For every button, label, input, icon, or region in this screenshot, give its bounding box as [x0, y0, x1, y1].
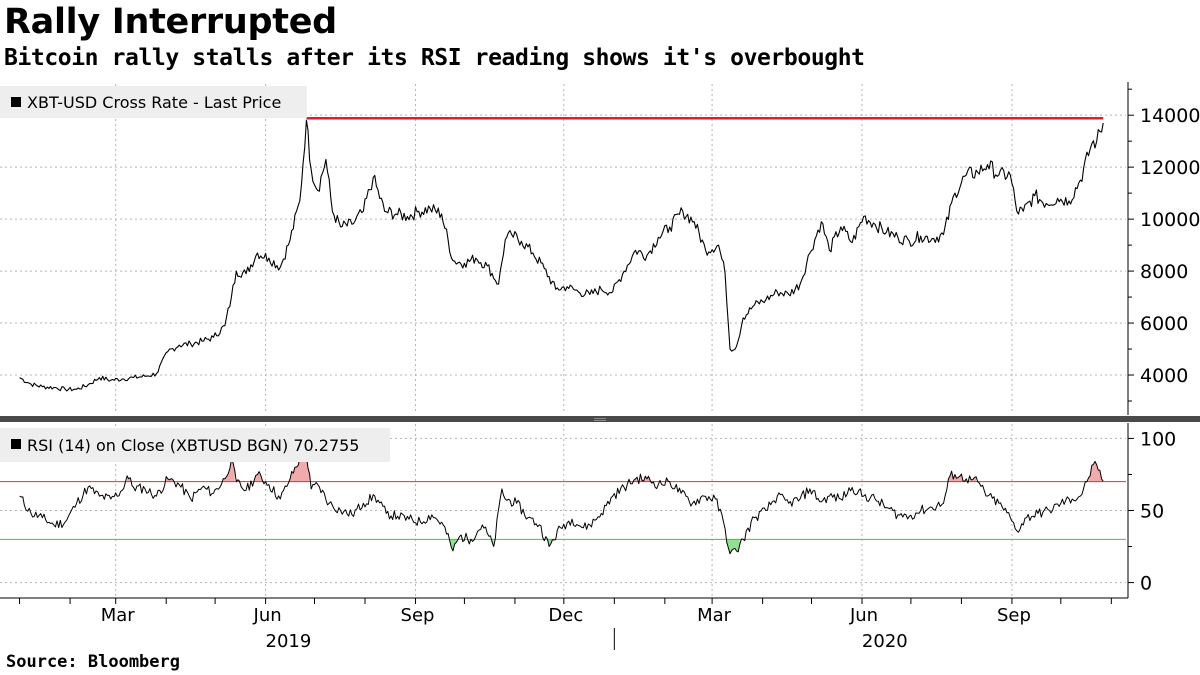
rsi-legend-swatch: [11, 439, 21, 449]
x-tick-label: Mar: [697, 605, 732, 626]
price-y-ticks: 4000 6000 8000 10000 12000 14000: [1128, 88, 1200, 402]
rsi-y-tick-label: 50: [1140, 501, 1164, 523]
x-year-labels: 2019 2020: [266, 631, 908, 652]
price-legend-swatch: [11, 97, 21, 107]
price-legend-label: XBT-USD Cross Rate - Last Price: [27, 93, 281, 112]
price-series-line: [19, 119, 1104, 392]
x-tick-label: Jun: [253, 605, 282, 626]
x-axis: Mar Jun Sep Dec Mar Jun Sep 2019 2020: [0, 597, 1128, 652]
rsi-legend: RSI (14) on Close (XBTUSD BGN) 70.2755: [0, 428, 390, 462]
overbought-fill: [223, 460, 235, 482]
overbought-fill: [254, 471, 263, 482]
rsi-y-tick-label: 0: [1140, 573, 1152, 595]
rsi-panel: 0 50 100 RSI (14) on Close (XBTUSD BGN) 70…: [0, 423, 1176, 598]
price-legend: XBT-USD Cross Rate - Last Price: [0, 86, 307, 118]
price-gridlines: [0, 84, 1126, 414]
price-legend-box: [0, 86, 307, 118]
overbought-fill: [1088, 461, 1104, 482]
rsi-y-tick-label: 100: [1140, 428, 1176, 450]
rsi-series-line: [19, 454, 1104, 555]
x-tick-labels: Mar Jun Sep Dec Mar Jun Sep: [101, 605, 1031, 626]
overbought-fill: [166, 476, 173, 482]
rsi-legend-box: [0, 428, 390, 462]
x-tick-label: Dec: [548, 605, 583, 626]
x-minor-ticks: [19, 598, 1112, 604]
price-y-tick-label: 8000: [1140, 261, 1188, 283]
price-y-tick-label: 12000: [1140, 157, 1200, 179]
price-panel: 4000 6000 8000 10000 12000 14000 XBT-USD Cros…: [0, 82, 1200, 415]
divider-grip-top: [594, 418, 606, 419]
x-tick-label: Sep: [401, 605, 435, 626]
x-year-label: 2019: [266, 631, 312, 652]
x-tick-label: Jun: [849, 605, 878, 626]
price-y-tick-label: 4000: [1140, 365, 1188, 387]
price-y-tick-label: 6000: [1140, 313, 1188, 335]
x-year-label: 2020: [862, 631, 908, 652]
oversold-fill: [547, 539, 556, 547]
x-tick-label: Sep: [997, 605, 1031, 626]
divider-grip-bottom: [594, 420, 606, 421]
price-y-tick-label: 14000: [1140, 105, 1200, 127]
overbought-fill: [640, 474, 651, 482]
x-tick-label: Mar: [101, 605, 136, 626]
rsi-gridlines: [0, 424, 1126, 597]
rsi-legend-label: RSI (14) on Close (XBTUSD BGN) 70.2755: [27, 436, 359, 455]
price-y-tick-label: 10000: [1140, 209, 1200, 231]
rsi-y-ticks: 0 50 100: [1128, 428, 1176, 595]
source-note: Source: Bloomberg: [6, 652, 180, 672]
chart-title: Rally Interrupted: [4, 2, 337, 42]
chart-subtitle: Bitcoin rally stalls after its RSI readi…: [4, 45, 865, 71]
